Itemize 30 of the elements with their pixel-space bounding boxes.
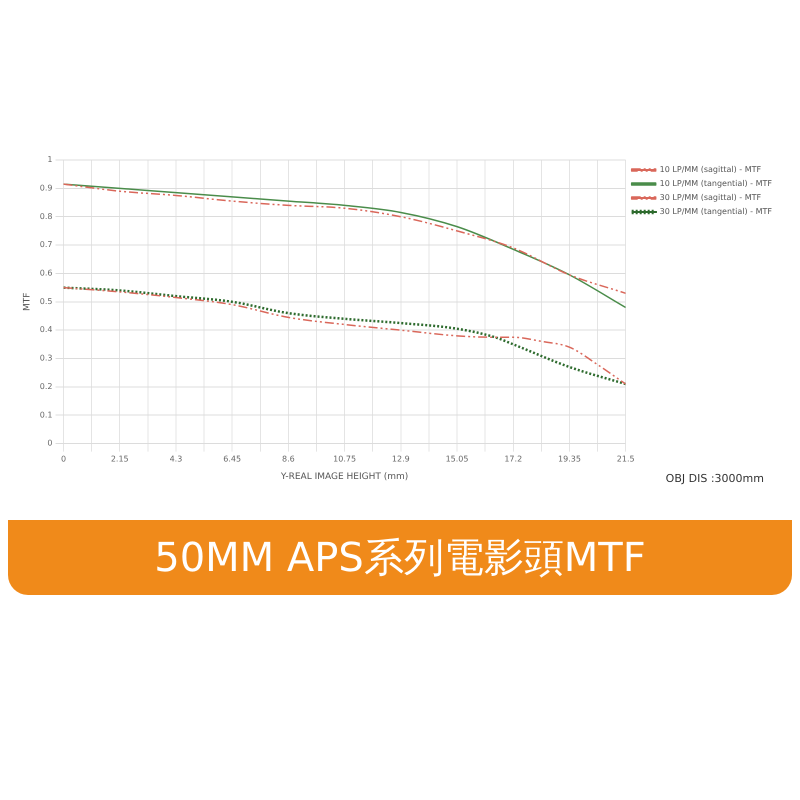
legend-label: 10 LP/MM (sagittal) - MTF xyxy=(660,165,762,174)
x-tick-label: 0 xyxy=(60,454,66,464)
legend-label: 30 LP/MM (sagittal) - MTF xyxy=(660,193,762,202)
y-tick-label: 0.2 xyxy=(40,382,53,391)
x-tick-label: 10.75 xyxy=(333,454,356,464)
text: 50MM APS系列電影頭MTF xyxy=(154,535,646,581)
x-tick-label: 15.05 xyxy=(446,454,468,464)
y-tick-label: 0 xyxy=(47,438,53,448)
y-tick-label: 0.7 xyxy=(40,240,53,250)
x-tick-label: 8.6 xyxy=(282,454,295,464)
y-axis-title: MTF xyxy=(22,292,33,312)
y-tick-label: 0.4 xyxy=(40,325,53,334)
y-tick-label: 0.1 xyxy=(40,410,53,420)
x-tick-label: 2.15 xyxy=(110,454,129,464)
y-tick-label: 0.8 xyxy=(40,212,53,221)
legend-label: 30 LP/MM (tangential) - MTF xyxy=(660,207,772,216)
x-tick-label: 6.45 xyxy=(223,454,242,464)
y-tick-label: 0.5 xyxy=(40,296,53,306)
x-tick-label: 19.35 xyxy=(558,454,581,464)
x-tick-label: 17.2 xyxy=(504,454,522,464)
x-tick-label: 21.5 xyxy=(616,454,635,464)
legend-label: 10 LP/MM (tangential) - MTF xyxy=(660,179,772,188)
x-tick-label: 4.3 xyxy=(170,454,182,464)
y-tick-label: 0.3 xyxy=(40,354,53,363)
y-tick-label: 0.9 xyxy=(40,183,53,192)
y-tick-label: 1 xyxy=(47,155,53,164)
x-tick-label: 12.9 xyxy=(392,454,410,464)
y-tick-label: 0.6 xyxy=(40,268,53,278)
x-axis-title: Y-REAL IMAGE HEIGHT (mm) xyxy=(280,472,408,482)
text: OBJ DIS :3000mm xyxy=(666,472,764,485)
